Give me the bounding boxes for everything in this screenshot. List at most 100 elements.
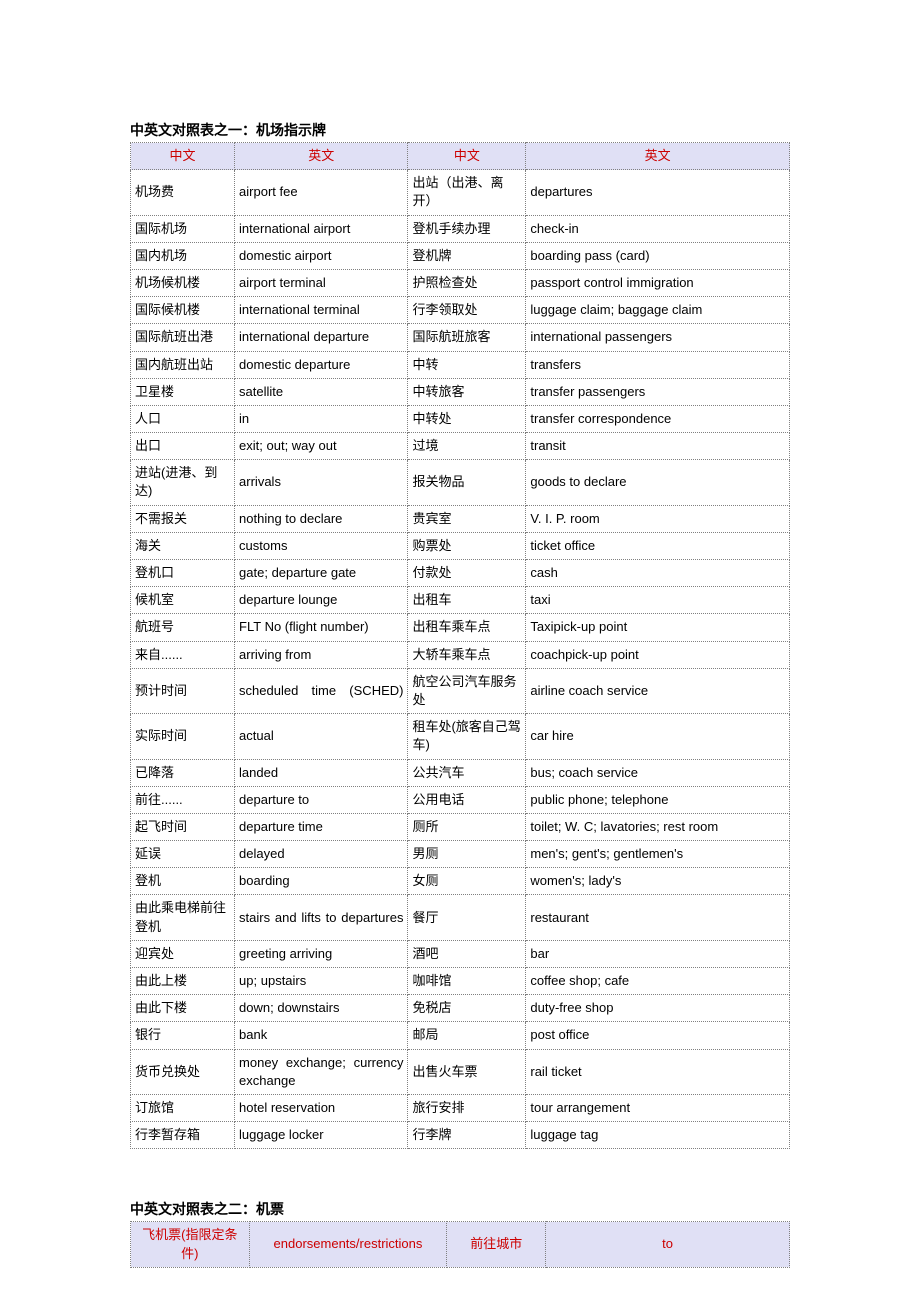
section1-title: 中英文对照表之一：机场指示牌	[130, 120, 790, 140]
table-cell: 旅行安排	[408, 1094, 526, 1121]
table-row: 来自......arriving from大轿车乘车点coachpick-up …	[131, 641, 790, 668]
table-cell: taxi	[526, 587, 790, 614]
table-cell: 国际航班旅客	[408, 324, 526, 351]
table-cell: 已降落	[131, 759, 235, 786]
table-cell: bank	[235, 1022, 408, 1049]
table-row: 行李暂存箱luggage locker行李牌luggage tag	[131, 1122, 790, 1149]
table-cell: passport control immigration	[526, 269, 790, 296]
table-header: 前往城市	[447, 1222, 546, 1267]
table-cell: 公用电话	[408, 786, 526, 813]
table-cell: international passengers	[526, 324, 790, 351]
table-cell: 由此上楼	[131, 968, 235, 995]
table-cell: transfer correspondence	[526, 405, 790, 432]
table-row: 登机boarding女厕women's; lady's	[131, 868, 790, 895]
table-cell: coffee shop; cafe	[526, 968, 790, 995]
table-cell: 酒吧	[408, 940, 526, 967]
table-row: 起飞时间departure time厕所toilet; W. C; lavato…	[131, 813, 790, 840]
table-cell: 航空公司汽车服务处	[408, 668, 526, 713]
table-cell: tour arrangement	[526, 1094, 790, 1121]
table-row: 不需报关nothing to declare贵宾室V. I. P. room	[131, 505, 790, 532]
table-cell: FLT No (flight number)	[235, 614, 408, 641]
table-cell: 报关物品	[408, 460, 526, 505]
table-cell: public phone; telephone	[526, 786, 790, 813]
table-row: 订旅馆hotel reservation旅行安排tour arrangement	[131, 1094, 790, 1121]
table-cell: toilet; W. C; lavatories; rest room	[526, 813, 790, 840]
table-row: 人口in中转处transfer correspondence	[131, 405, 790, 432]
table-cell: transfer passengers	[526, 378, 790, 405]
table-cell: 购票处	[408, 532, 526, 559]
table-cell: in	[235, 405, 408, 432]
table-cell: V. I. P. room	[526, 505, 790, 532]
table-cell: women's; lady's	[526, 868, 790, 895]
table-cell: 中转处	[408, 405, 526, 432]
table-cell: international airport	[235, 215, 408, 242]
table-cell: gate; departure gate	[235, 560, 408, 587]
table-header: endorsements/restrictions	[249, 1222, 447, 1267]
table-cell: 起飞时间	[131, 813, 235, 840]
table-cell: hotel reservation	[235, 1094, 408, 1121]
table-cell: 中转	[408, 351, 526, 378]
table-cell: 迎宾处	[131, 940, 235, 967]
table-airport-signs: 中文英文中文英文 机场费airport fee出站（出港、离开）departur…	[130, 142, 790, 1149]
table-cell: 卫星楼	[131, 378, 235, 405]
table-cell: 航班号	[131, 614, 235, 641]
table-header: 飞机票(指限定条件)	[131, 1222, 250, 1267]
table-cell: greeting arriving	[235, 940, 408, 967]
table-cell: 银行	[131, 1022, 235, 1049]
table-cell: departure lounge	[235, 587, 408, 614]
table-cell: boarding pass (card)	[526, 242, 790, 269]
table-cell: 登机	[131, 868, 235, 895]
table-cell: 出口	[131, 433, 235, 460]
table-cell: Taxipick-up point	[526, 614, 790, 641]
table-cell: luggage locker	[235, 1122, 408, 1149]
table-cell: down; downstairs	[235, 995, 408, 1022]
table-cell: 过境	[408, 433, 526, 460]
table-row: 机场费airport fee出站（出港、离开）departures	[131, 170, 790, 215]
table-cell: delayed	[235, 841, 408, 868]
table-cell: 前往......	[131, 786, 235, 813]
table-cell: 出售火车票	[408, 1049, 526, 1094]
table-cell: 由此乘电梯前往登机	[131, 895, 235, 940]
table-header: to	[546, 1222, 790, 1267]
table-cell: 由此下楼	[131, 995, 235, 1022]
table-header: 中文	[131, 143, 235, 170]
table-row: 银行bank邮局post office	[131, 1022, 790, 1049]
table-cell: 行李暂存箱	[131, 1122, 235, 1149]
table-cell: 海关	[131, 532, 235, 559]
table-cell: rail ticket	[526, 1049, 790, 1094]
table-cell: 付款处	[408, 560, 526, 587]
table-row: 卫星楼satellite中转旅客transfer passengers	[131, 378, 790, 405]
table-cell: international terminal	[235, 297, 408, 324]
table-cell: 免税店	[408, 995, 526, 1022]
table-cell: airport fee	[235, 170, 408, 215]
table-cell: 货币兑换处	[131, 1049, 235, 1094]
table-header: 英文	[235, 143, 408, 170]
table-cell: scheduled time (SCHED)	[235, 668, 408, 713]
table-cell: car hire	[526, 714, 790, 759]
table-cell: departures	[526, 170, 790, 215]
table-row: 前往......departure to公用电话public phone; te…	[131, 786, 790, 813]
table-cell: duty-free shop	[526, 995, 790, 1022]
table-cell: cash	[526, 560, 790, 587]
table-cell: arrivals	[235, 460, 408, 505]
table-cell: stairs and lifts to departures	[235, 895, 408, 940]
table-cell: money exchange; currency exchange	[235, 1049, 408, 1094]
table-cell: 国际航班出港	[131, 324, 235, 351]
table-row: 候机室departure lounge出租车taxi	[131, 587, 790, 614]
table-cell: exit; out; way out	[235, 433, 408, 460]
table-cell: departure time	[235, 813, 408, 840]
table-ticket: 飞机票(指限定条件)endorsements/restrictions前往城市t…	[130, 1221, 790, 1267]
table-cell: 租车处(旅客自己驾车)	[408, 714, 526, 759]
table-cell: 人口	[131, 405, 235, 432]
table-cell: domestic departure	[235, 351, 408, 378]
table-cell: 女厕	[408, 868, 526, 895]
table-cell: transit	[526, 433, 790, 460]
table-cell: 贵宾室	[408, 505, 526, 532]
table-row: 由此上楼up; upstairs咖啡馆coffee shop; cafe	[131, 968, 790, 995]
table-cell: bus; coach service	[526, 759, 790, 786]
table-row: 国内机场domestic airport登机牌boarding pass (ca…	[131, 242, 790, 269]
table-cell: men's; gent's; gentlemen's	[526, 841, 790, 868]
table-header: 中文	[408, 143, 526, 170]
table-row: 由此下楼down; downstairs免税店duty-free shop	[131, 995, 790, 1022]
table-cell: 实际时间	[131, 714, 235, 759]
